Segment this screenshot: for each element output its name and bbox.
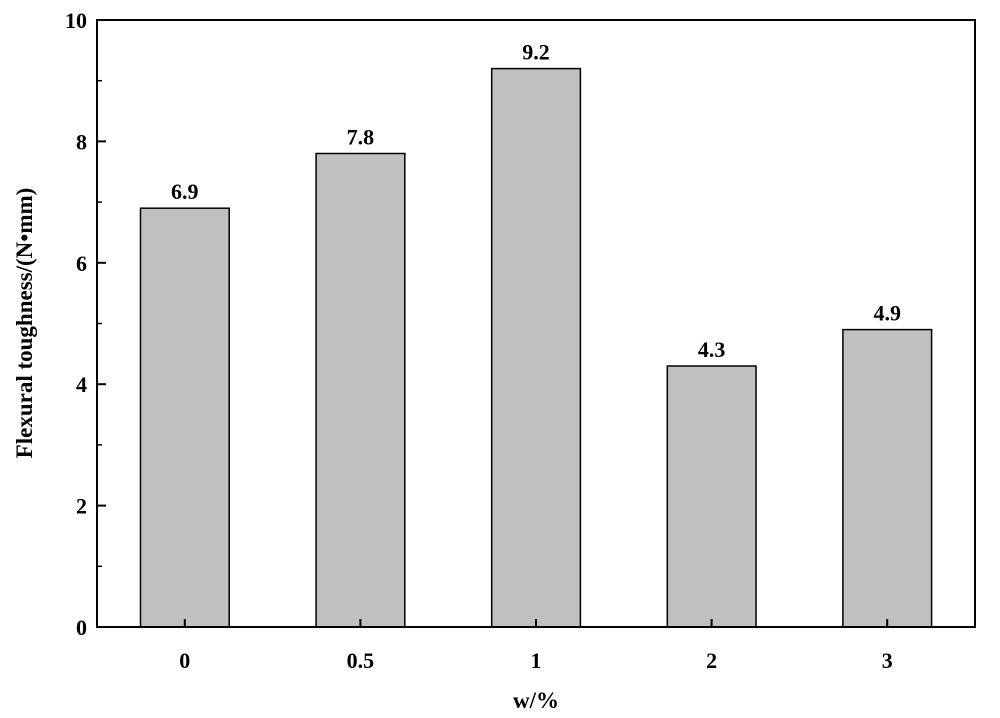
x-tick-label-4: 3 — [882, 648, 893, 673]
bar-2 — [492, 69, 581, 627]
data-label-0: 6.9 — [171, 179, 199, 204]
y-axis-title: Flexural toughness/(N•mm) — [12, 188, 37, 459]
bar-4 — [843, 330, 932, 627]
data-label-3: 4.3 — [698, 337, 726, 362]
y-axis-ticks: 0 2 4 6 8 10 — [65, 8, 106, 640]
bar-0 — [141, 208, 230, 627]
x-tick-label-3: 2 — [706, 648, 717, 673]
data-label-2: 9.2 — [522, 40, 550, 65]
x-tick-label-1: 0.5 — [347, 648, 375, 673]
bar-1 — [316, 154, 405, 628]
bar-3 — [667, 366, 756, 627]
x-tick-label-0: 0 — [179, 648, 190, 673]
data-label-1: 7.8 — [347, 125, 375, 150]
y-tick-label-0: 0 — [76, 615, 87, 640]
y-tick-label-4: 8 — [76, 129, 87, 154]
y-tick-label-3: 6 — [76, 251, 87, 276]
y-tick-label-2: 4 — [76, 372, 87, 397]
y-tick-label-1: 2 — [76, 494, 87, 519]
y-tick-label-5: 10 — [65, 8, 87, 33]
data-label-4: 4.9 — [873, 301, 901, 326]
bars-group — [141, 69, 932, 627]
x-axis-title: w/% — [513, 688, 559, 713]
x-tick-label-2: 1 — [531, 648, 542, 673]
